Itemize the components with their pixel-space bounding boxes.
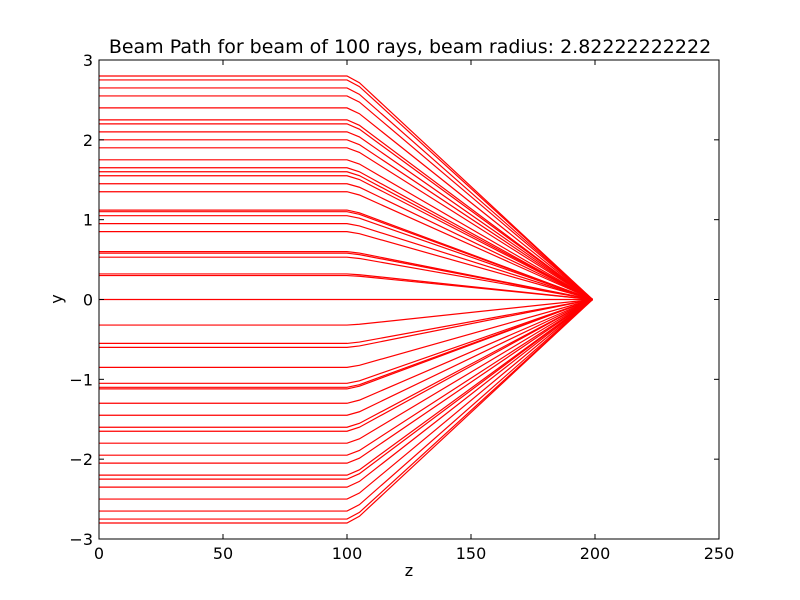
ray-line <box>99 298 593 432</box>
ray-line <box>99 298 593 348</box>
plot-frame <box>98 59 720 540</box>
ray-line <box>99 299 593 524</box>
ray-line <box>99 298 593 444</box>
y-tick-label: 0 <box>83 291 93 310</box>
y-tick-label: 3 <box>83 51 93 70</box>
ray-line <box>99 75 593 300</box>
ray-line <box>99 299 593 520</box>
ray-line <box>99 299 593 464</box>
ray-line <box>99 139 593 300</box>
ray-line <box>99 298 593 388</box>
y-tick-label: 1 <box>83 211 93 230</box>
ray-line <box>99 256 593 301</box>
y-tick-label: −2 <box>69 450 93 469</box>
ray-line <box>99 273 593 301</box>
ray-line <box>99 299 593 512</box>
x-tick-label: 150 <box>456 544 487 563</box>
ray-line <box>99 183 593 301</box>
ray-line <box>99 223 593 301</box>
ray-line <box>99 171 593 301</box>
ray-line <box>99 191 593 301</box>
x-tick-label: 200 <box>580 544 611 563</box>
ray-line <box>99 231 593 301</box>
ray-line <box>99 298 593 428</box>
x-tick-label: 50 <box>213 544 233 563</box>
ray-line <box>99 107 593 300</box>
ray-line <box>99 298 593 326</box>
ray-line <box>99 79 593 300</box>
ray-line <box>99 175 593 301</box>
ray-line <box>99 251 593 301</box>
ray-line <box>99 159 593 301</box>
ray-line <box>99 299 593 500</box>
x-tick-label: 0 <box>94 544 104 563</box>
ray-line <box>99 299 593 476</box>
x-tick-label: 250 <box>704 544 735 563</box>
ray-line <box>99 209 593 301</box>
ray-line <box>99 299 593 488</box>
ray-line <box>99 298 593 404</box>
ray-line <box>99 298 593 345</box>
chart-title: Beam Path for beam of 100 rays, beam rad… <box>109 36 711 58</box>
x-tick-label: 100 <box>332 544 363 563</box>
rays-layer <box>99 75 593 524</box>
ray-line <box>99 95 593 300</box>
ticks-layer: 0 50 100 150 200 250 −3 −2 −1 0 1 2 3 <box>69 51 734 563</box>
ray-line <box>99 298 593 416</box>
y-tick-label: −1 <box>69 370 93 389</box>
ray-line <box>99 147 593 301</box>
ray-line <box>99 298 593 368</box>
ray-line <box>99 211 593 301</box>
y-tick-label: −3 <box>69 530 93 549</box>
ray-line <box>99 299 593 480</box>
ray-line <box>99 252 593 301</box>
ray-line <box>99 123 593 300</box>
ray-line <box>99 167 593 301</box>
x-axis-label: z <box>405 561 413 580</box>
y-axis-label: y <box>47 294 66 303</box>
ray-line <box>99 131 593 300</box>
ray-line <box>99 215 593 301</box>
y-tick-label: 2 <box>83 131 93 150</box>
ray-line <box>99 87 593 300</box>
ray-line <box>99 298 593 384</box>
ray-line <box>99 119 593 300</box>
ray-line <box>99 274 593 301</box>
ray-line <box>99 298 593 456</box>
ray-line <box>99 298 593 390</box>
